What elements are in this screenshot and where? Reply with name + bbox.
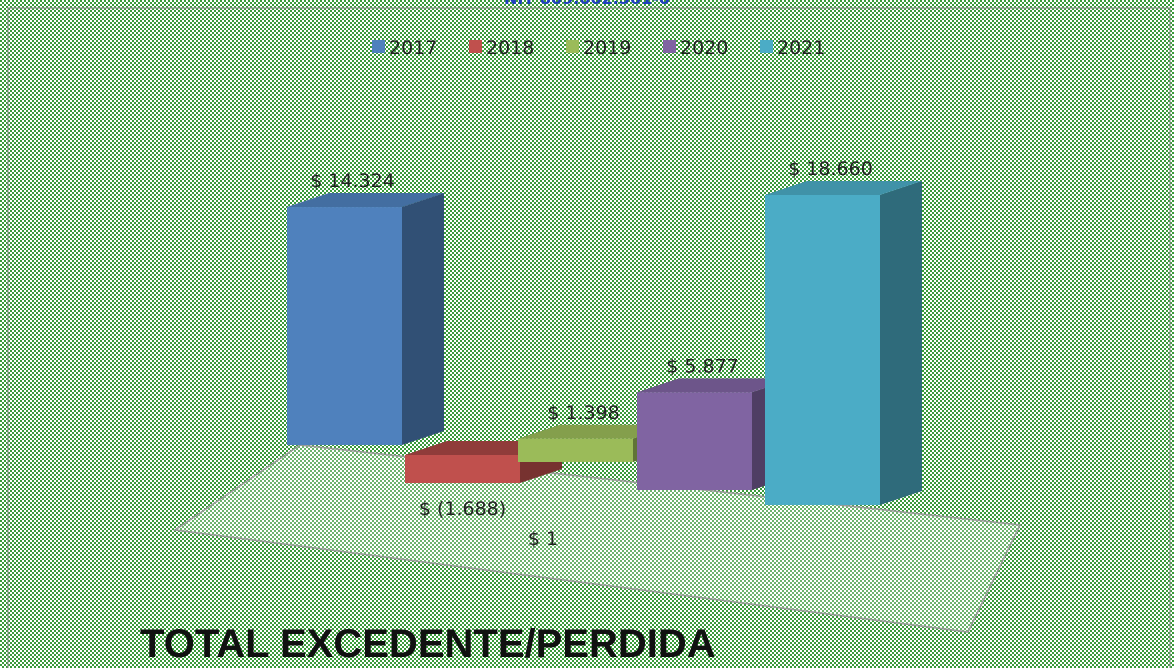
legend-label: 2021 bbox=[777, 37, 825, 59]
bar bbox=[637, 392, 752, 490]
bar bbox=[765, 195, 880, 505]
legend-swatch bbox=[663, 40, 676, 53]
x-tick-label: $ 1 bbox=[528, 528, 558, 550]
bar-top bbox=[518, 424, 675, 439]
chart-title: TOTAL EXCEDENTE/PERDIDA bbox=[140, 622, 716, 666]
legend-label: 2020 bbox=[680, 37, 728, 59]
data-label: $ 1.398 bbox=[547, 402, 620, 424]
bar bbox=[405, 455, 520, 484]
header: NIT 809.002.561-0 bbox=[504, 0, 670, 8]
legend-swatch bbox=[469, 40, 482, 53]
legend-swatch bbox=[760, 40, 773, 53]
chart-frame bbox=[7, 7, 1171, 668]
bar-top bbox=[287, 193, 444, 208]
legend-label: 2018 bbox=[486, 37, 534, 59]
legend-label: 2017 bbox=[389, 37, 437, 59]
bar bbox=[518, 438, 633, 462]
bar-top bbox=[637, 378, 794, 393]
bar-side bbox=[402, 193, 444, 445]
bar bbox=[287, 207, 402, 445]
legend-swatch bbox=[566, 40, 579, 53]
bar-side bbox=[880, 181, 922, 505]
data-label: $ 14.324 bbox=[310, 170, 395, 192]
legend-swatch bbox=[372, 40, 385, 53]
data-label: $ (1.688) bbox=[419, 498, 506, 520]
data-label: $ 18.660 bbox=[788, 158, 873, 180]
bar-top bbox=[765, 181, 922, 195]
data-label: $ 5.877 bbox=[666, 355, 739, 377]
floor bbox=[172, 444, 1022, 633]
legend-label: 2019 bbox=[583, 37, 631, 59]
